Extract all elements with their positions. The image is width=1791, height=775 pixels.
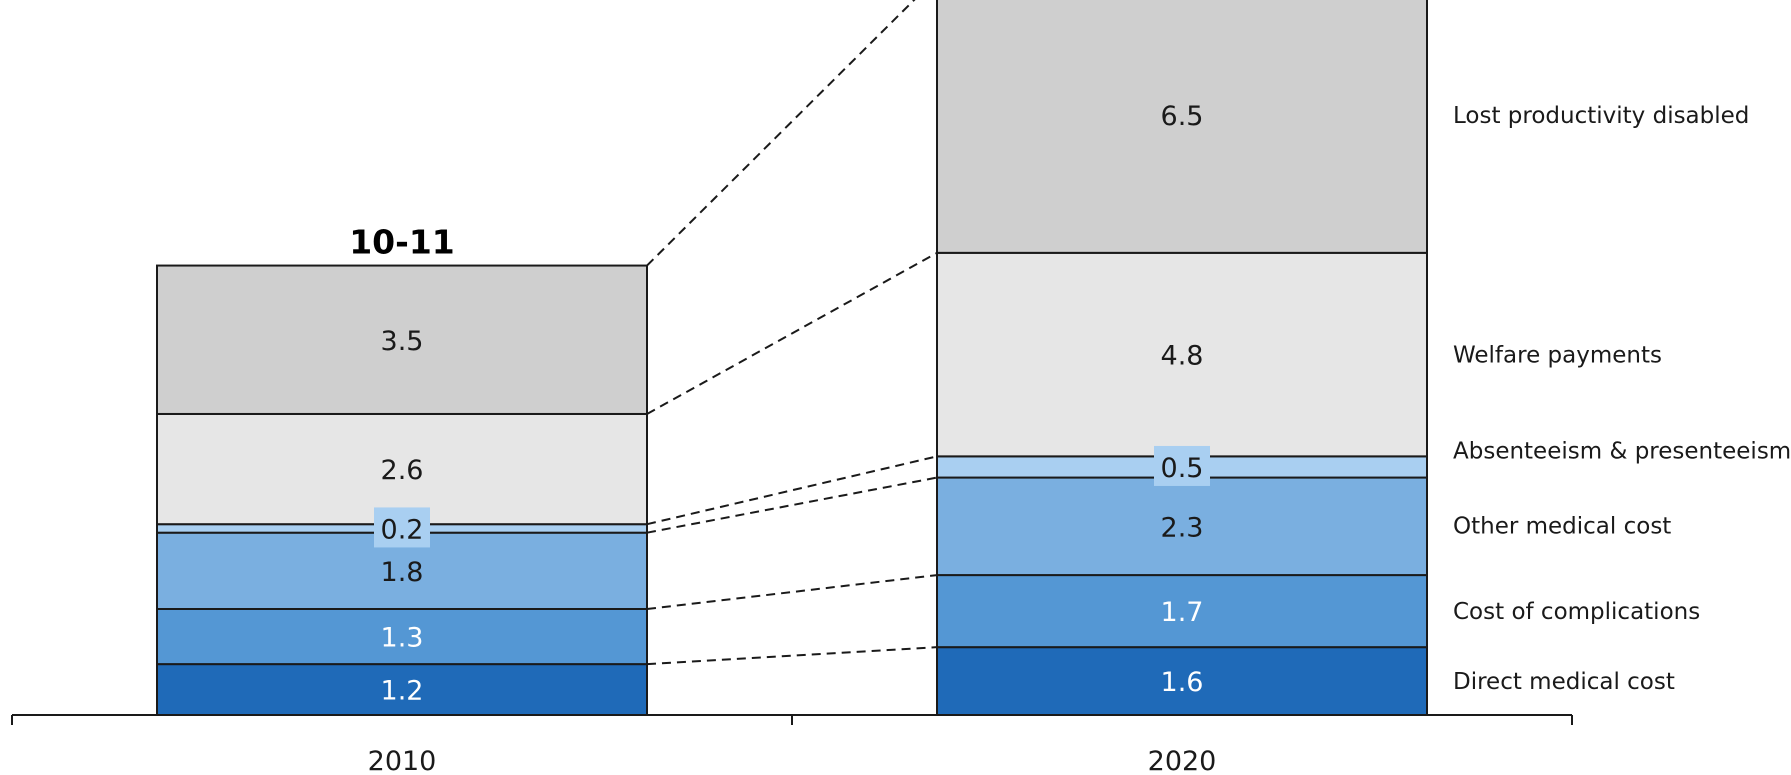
value-label-2010-2: 1.8 (381, 557, 424, 588)
value-label-2020-2: 2.3 (1161, 512, 1204, 543)
bar-segment-2020-0 (936, 646, 1428, 716)
value-label-bg (374, 507, 430, 548)
value-label-2010-0: 1.2 (381, 676, 424, 707)
value-label-2010-3: 0.2 (381, 514, 424, 545)
x-tick-label-2020: 2020 (1148, 746, 1217, 775)
connector-line-2 (646, 476, 938, 534)
value-label-2020-5: 6.5 (1161, 101, 1204, 132)
connector-line-5 (646, 0, 916, 267)
value-label-2010-4: 2.6 (381, 455, 424, 486)
connector-line-1 (646, 574, 938, 610)
legend-label-0: Direct medical cost (1453, 669, 1675, 695)
value-label-2020-3: 0.5 (1161, 453, 1204, 484)
legend-label-5: Lost productivity disabled (1453, 103, 1749, 129)
bars (156, 0, 1428, 716)
bar-segment-2010-5 (156, 264, 648, 415)
x-axis: 2010 2020 (11, 714, 1573, 775)
legend-label-1: Cost of complications (1453, 599, 1700, 625)
value-label-bg (1154, 445, 1210, 486)
connector-line-4 (646, 251, 938, 415)
value-label-2020-1: 1.7 (1161, 597, 1204, 628)
legend: Direct medical cost Cost of complications… (1453, 103, 1791, 695)
segment-labels: 1.2 1.3 1.8 0.2 2.6 3.5 1.6 1.7 2.3 0.5 4.8 6.5 (374, 101, 1210, 707)
bar-segment-2010-4 (156, 412, 648, 526)
bar-segment-2020-4 (936, 251, 1428, 458)
bar-segment-2010-1 (156, 608, 648, 666)
value-label-2020-4: 4.8 (1161, 341, 1204, 372)
bar-segment-2010-0 (156, 663, 648, 716)
legend-label-3: Absenteeism & presenteeism (1453, 438, 1791, 464)
bar-segment-2020-2 (936, 476, 1428, 577)
total-label-2010: 10-11 (349, 223, 455, 262)
legend-label-4: Welfare payments (1453, 343, 1662, 369)
value-label-2010-1: 1.3 (381, 623, 424, 654)
value-label-2010-5: 3.5 (381, 326, 424, 357)
x-tick-label-2010: 2010 (368, 746, 437, 775)
total-labels: 10-1116-19 (349, 223, 455, 262)
connector-line-3 (646, 455, 938, 526)
connector-lines (646, 0, 938, 666)
bar-segment-2020-5 (936, 0, 1428, 254)
value-label-2020-0: 1.6 (1161, 667, 1204, 698)
legend-label-2: Other medical cost (1453, 514, 1671, 540)
connector-line-0 (646, 646, 938, 666)
bar-segment-2020-1 (936, 574, 1428, 649)
